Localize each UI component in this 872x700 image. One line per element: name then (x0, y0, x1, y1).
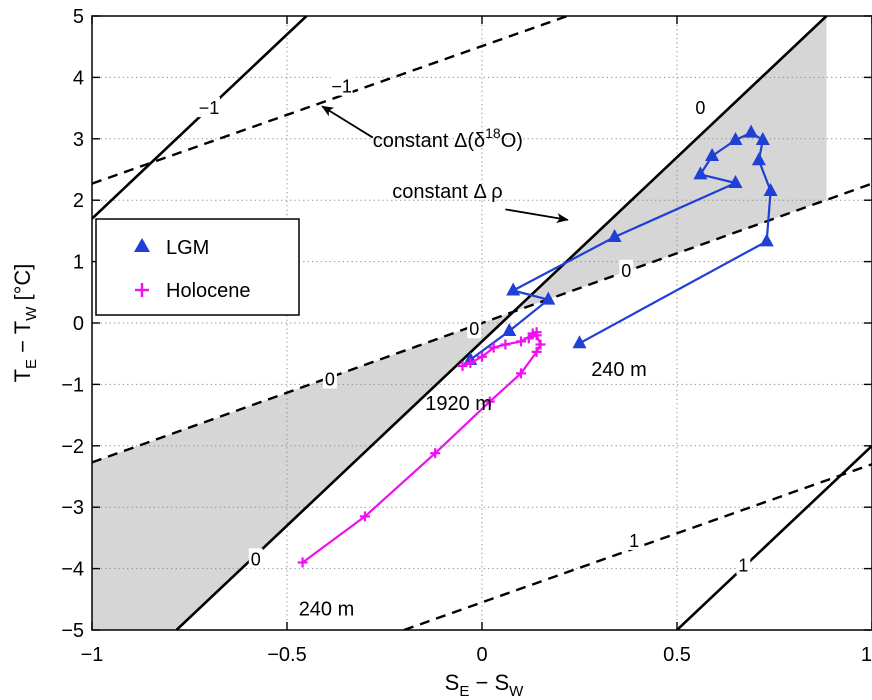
lgm-point-10 (607, 229, 622, 243)
reference-lines (92, 16, 872, 630)
lgm-point-13 (502, 322, 517, 336)
contour-labels: −1 −1 0 0 0 0 0 1 1 (198, 75, 751, 576)
y-tick-label-10: 5 (73, 6, 84, 28)
contour-label-8: 1 (738, 556, 748, 576)
contour-label-bg-2 (693, 97, 708, 118)
lgm-point-2 (763, 182, 778, 196)
holocene-start-depth-label: 240 m (299, 599, 355, 621)
legend: LGM Holocene (95, 218, 300, 316)
lgm-point-9 (728, 175, 743, 189)
y-tick-label-6: 1 (73, 252, 84, 274)
x-tick-label-1: −0.5 (267, 644, 306, 666)
solid-contour-line-0 (92, 16, 308, 220)
lgm-point-8 (693, 166, 708, 180)
lgm-point-7 (705, 147, 720, 161)
legend-lgm-marker (134, 238, 150, 252)
y-tick-label-5: 0 (73, 313, 84, 335)
x-tick-label-3: 0.5 (663, 644, 691, 666)
holocene-point-6 (535, 339, 546, 350)
grid (92, 16, 872, 630)
contour-label-4: 0 (469, 319, 479, 339)
x-tick-label-4: 1 (861, 644, 872, 666)
x-axis-label: SE − SW (445, 670, 524, 700)
contour-label-3: 0 (621, 261, 631, 281)
holocene-point-10 (531, 327, 542, 338)
tick-labels: −1 −0.5 0 0.5 1 −5 −4 −3 −2 −1 0 1 2 3 4 5 (61, 6, 872, 666)
x-tick-label-0: −1 (81, 644, 104, 666)
lgm-point-0 (572, 335, 587, 349)
dashed-contour-line-1 (92, 182, 872, 464)
lgm-point-5 (744, 124, 759, 138)
holocene-point-4 (516, 368, 526, 379)
contour-label-5: 0 (325, 369, 335, 389)
iso-annotation-label: constant Δ(δ18O) (373, 125, 523, 152)
legend-box (95, 218, 300, 316)
contour-label-bg-6 (248, 548, 263, 569)
holocene-point-0 (297, 557, 308, 568)
solid-contour-line-1 (175, 16, 828, 630)
lgm-point-3 (751, 152, 766, 166)
dashed-contour-line-0 (92, 16, 571, 185)
lgm-end-depth-label: 1920 m (425, 393, 492, 415)
y-tick-label-7: 2 (73, 190, 84, 212)
holocene-point-1 (360, 511, 370, 522)
legend-lgm-label: LGM (166, 237, 209, 259)
contour-label-bg-8 (736, 554, 751, 575)
holocene-point-16 (457, 360, 468, 371)
y-tick-label-1: −4 (61, 559, 84, 581)
iso-annotation-arrow (321, 105, 374, 139)
series-layer (297, 124, 778, 568)
y-tick-label-0: −5 (61, 620, 84, 642)
y-tick-label-3: −2 (61, 436, 84, 458)
contour-label-bg-0 (198, 97, 220, 118)
lgm-start-depth-label: 240 m (591, 359, 647, 381)
dashed-contour-line-2 (403, 463, 872, 630)
legend-holocene-marker (135, 283, 149, 297)
holocene-point-5 (531, 346, 542, 357)
density-annotation-arrow (505, 208, 569, 223)
holocene-point-14 (477, 351, 487, 362)
density-annotation-label: constant Δ ρ (392, 181, 502, 203)
contour-label-bg-5 (322, 368, 337, 389)
holocene-point-11 (516, 336, 526, 347)
contour-label-2: 0 (695, 98, 705, 118)
axis-ticks (91, 15, 872, 631)
y-tick-label-8: 3 (73, 129, 84, 151)
y-tick-label-9: 4 (73, 67, 84, 89)
plot-area (92, 16, 872, 630)
holocene-point-13 (488, 342, 499, 353)
y-tick-label-2: −3 (61, 497, 84, 519)
lgm-point-12 (541, 291, 556, 305)
holocene-point-2 (430, 448, 441, 459)
x-tick-label-2: 0 (476, 644, 487, 666)
legend-holocene-label: Holocene (166, 280, 251, 302)
contour-label-bg-1 (330, 75, 353, 96)
contour-label-0: −1 (199, 98, 220, 118)
contour-label-7: 1 (629, 531, 639, 551)
lgm-point-6 (728, 132, 743, 146)
holocene-point-3 (484, 396, 495, 407)
holocene-point-12 (500, 339, 511, 350)
lgm-point-11 (506, 282, 521, 296)
lgm-point-4 (755, 132, 770, 146)
annotations: constant Δ(δ18O) constant Δ ρ 240 m 1920 m 2… (299, 105, 647, 621)
contour-label-bg-7 (627, 529, 642, 550)
y-axis-label: TE − TW [°C] (10, 264, 40, 383)
shaded-region-left (92, 323, 482, 630)
contour-label-bg-3 (619, 259, 634, 280)
y-tick-label-4: −1 (61, 374, 84, 396)
contour-label-bg-4 (467, 318, 482, 339)
contour-label-6: 0 (251, 549, 261, 569)
contour-label-1: −1 (331, 77, 352, 97)
holocene-point-15 (465, 357, 476, 368)
lgm-point-1 (759, 233, 774, 247)
